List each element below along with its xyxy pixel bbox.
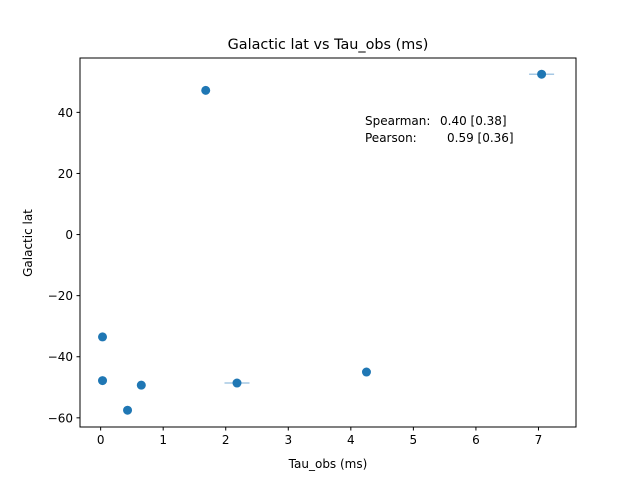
y-tick-label: 20 [58, 167, 73, 181]
correlation-annotation: Spearman: 0.40 [0.38] Pearson: 0.59 [0.3… [365, 114, 514, 145]
spearman-label: Spearman: [365, 114, 430, 128]
x-tick-label: 2 [222, 433, 230, 447]
data-point [98, 332, 108, 342]
y-tick-label: 40 [58, 106, 73, 120]
y-axis-label: Galactic lat [21, 209, 35, 277]
data-point [123, 405, 133, 415]
x-axis: 0 1 2 3 4 5 6 7 [97, 427, 542, 447]
y-tick-label: −40 [48, 350, 73, 364]
y-tick-label: −20 [48, 289, 73, 303]
y-axis: −60 −40 −20 0 20 40 [48, 106, 80, 425]
chart-title: Galactic lat vs Tau_obs (ms) [228, 37, 429, 53]
x-tick-label: 0 [97, 433, 105, 447]
data-point [201, 85, 211, 95]
x-tick-label: 5 [410, 433, 418, 447]
x-axis-label: Tau_obs (ms) [288, 457, 368, 471]
data-point [232, 378, 242, 388]
pearson-label: Pearson: [365, 131, 417, 145]
data-point [98, 376, 108, 386]
y-tick-label: 0 [65, 228, 73, 242]
x-tick-label: 1 [159, 433, 167, 447]
x-tick-label: 7 [535, 433, 543, 447]
y-tick-label: −60 [48, 411, 73, 425]
x-tick-label: 6 [472, 433, 480, 447]
pearson-value: 0.59 [0.36] [447, 131, 514, 145]
plot-area [98, 69, 555, 415]
x-tick-label: 3 [284, 433, 292, 447]
x-tick-label: 4 [347, 433, 355, 447]
axes-frame [79, 57, 577, 428]
data-point [136, 380, 146, 390]
data-point [537, 69, 547, 79]
spearman-value: 0.40 [0.38] [440, 114, 507, 128]
data-point [361, 367, 371, 377]
